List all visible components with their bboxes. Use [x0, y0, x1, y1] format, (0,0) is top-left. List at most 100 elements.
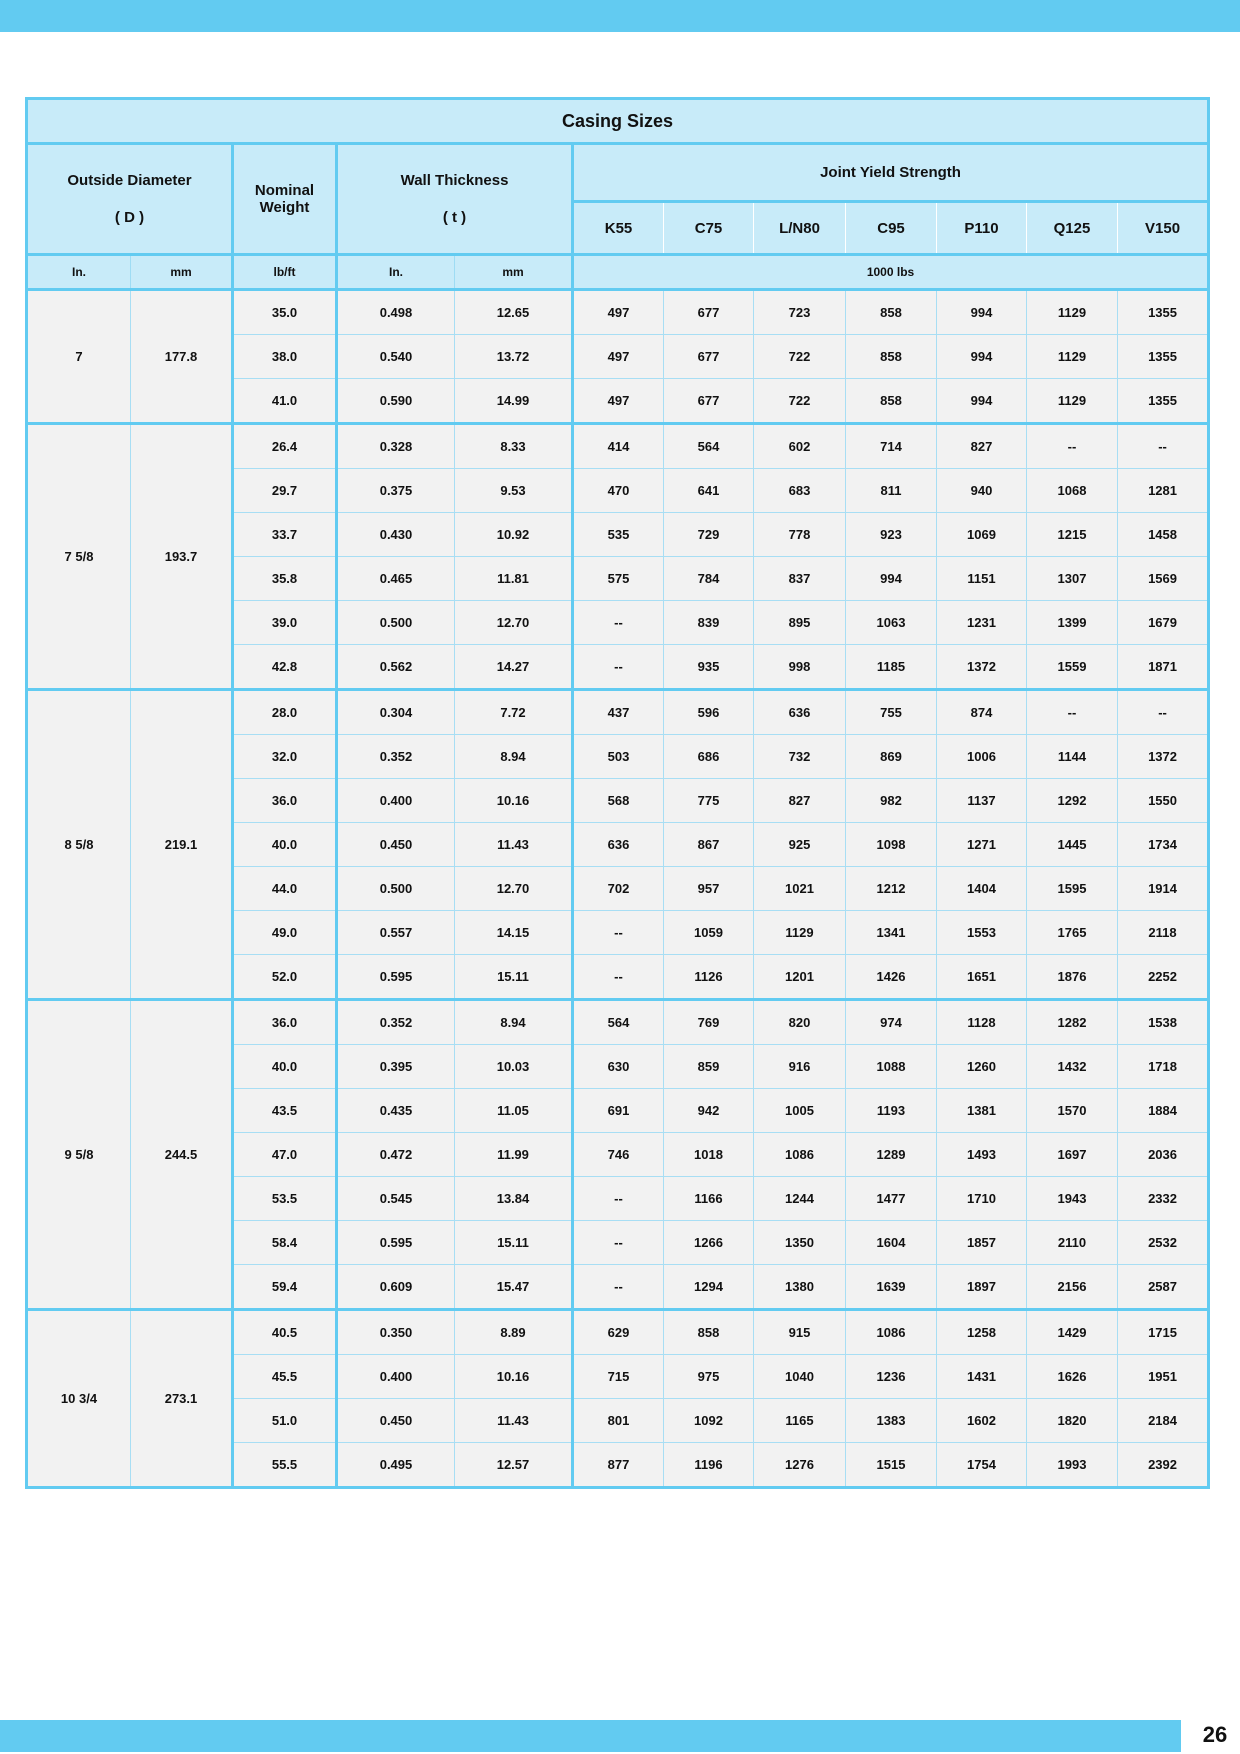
- c75-cell: 596: [663, 688, 754, 735]
- wall-thickness-in-cell: 0.328: [335, 422, 455, 469]
- wall-thickness-in-cell: 0.595: [335, 1220, 455, 1265]
- l-n80-cell: 778: [753, 512, 846, 557]
- table-row: 9 5/8 244.5 36.0 0.352 8.94 564 769 820 974 1128 1…: [26, 998, 1210, 1310]
- c75-cell: 686: [663, 734, 754, 779]
- q125-cell: 1445: [1026, 822, 1118, 867]
- v150-cell: 1951: [1116, 1354, 1210, 1399]
- wall-thickness-in-cell: 0.500: [335, 866, 455, 911]
- unit-wt-in: In.: [335, 253, 455, 291]
- v150-cell: 2184: [1116, 1398, 1210, 1443]
- v150-cell: 1355: [1116, 288, 1210, 335]
- grade-header: P110: [936, 200, 1027, 256]
- wall-thickness-label: Wall Thickness: [400, 172, 509, 189]
- grade-header: Q125: [1026, 200, 1118, 256]
- p110-cell: 1857: [936, 1220, 1027, 1265]
- p110-cell: 1069: [936, 512, 1027, 557]
- c75-cell: 867: [663, 822, 754, 867]
- nominal-weight-cell: 53.5: [231, 1176, 337, 1221]
- c75-cell: 641: [663, 468, 754, 513]
- k55-cell: 470: [571, 468, 664, 513]
- q125-cell: 1129: [1026, 334, 1118, 379]
- unit-strength: 1000 lbs: [570, 253, 1211, 291]
- table-row: 41.0 0.590 14.99 497 677 722 858 994 1129 1355: [27, 378, 1210, 424]
- l-n80-cell: 1021: [753, 866, 846, 911]
- grade-header: V150: [1116, 200, 1210, 256]
- c95-cell: 974: [845, 998, 937, 1045]
- wall-thickness-in-cell: 0.430: [335, 512, 455, 557]
- v150-cell: 1715: [1116, 1308, 1210, 1355]
- q125-cell: 1282: [1026, 998, 1118, 1045]
- c95-cell: 858: [845, 334, 937, 379]
- l-n80-cell: 1086: [753, 1132, 846, 1177]
- wall-thickness-in-cell: 0.400: [335, 1354, 455, 1399]
- wall-thickness-mm-cell: 12.57: [454, 1442, 573, 1488]
- grade-header: C75: [663, 200, 754, 256]
- wall-thickness-in-cell: 0.498: [335, 288, 455, 335]
- q125-cell: 1144: [1026, 734, 1118, 779]
- wall-thickness-mm-cell: 13.84: [454, 1176, 573, 1221]
- l-n80-cell: 998: [753, 644, 846, 690]
- q125-cell: 1626: [1026, 1354, 1118, 1399]
- wall-thickness-in-cell: 0.495: [335, 1442, 455, 1488]
- k55-cell: 568: [571, 778, 664, 823]
- p110-cell: 994: [936, 334, 1027, 379]
- c95-cell: 755: [845, 688, 937, 735]
- c75-cell: 784: [663, 556, 754, 601]
- grade-header: K55: [572, 200, 664, 256]
- p110-cell: 874: [936, 688, 1027, 735]
- table-row: 7 177.8 35.0 0.498 12.65 497 677 723 858 994 1129 1…: [26, 288, 1210, 424]
- l-n80-cell: 722: [753, 378, 846, 424]
- v150-cell: 1569: [1116, 556, 1210, 601]
- nominal-weight-cell: 35.8: [231, 556, 337, 601]
- p110-cell: 1602: [936, 1398, 1027, 1443]
- nominal-weight-cell: 47.0: [231, 1132, 337, 1177]
- wall-thickness-in-cell: 0.562: [335, 644, 455, 690]
- nominal-weight-cell: 26.4: [231, 422, 337, 469]
- wall-thickness-mm-cell: 10.16: [454, 778, 573, 823]
- q125-cell: --: [1026, 688, 1118, 735]
- p110-cell: 1710: [936, 1176, 1027, 1221]
- q125-cell: 1129: [1026, 378, 1118, 424]
- q125-cell: 1876: [1026, 954, 1118, 1000]
- wall-thickness-mm-cell: 10.03: [454, 1044, 573, 1089]
- outside-diameter-in: 7 5/8: [26, 422, 131, 690]
- nominal-weight-cell: 49.0: [231, 910, 337, 955]
- v150-cell: 1734: [1116, 822, 1210, 867]
- unit-wt-mm: mm: [454, 253, 574, 291]
- c95-cell: 1604: [845, 1220, 937, 1265]
- c95-cell: 1193: [845, 1088, 937, 1133]
- v150-cell: 1679: [1116, 600, 1210, 645]
- k55-cell: --: [571, 954, 664, 1000]
- c75-cell: 935: [663, 644, 754, 690]
- table-row: 43.5 0.435 11.05 691 942 1005 1193 1381 1570 1884: [27, 1088, 1210, 1133]
- nominal-weight-cell: 29.7: [231, 468, 337, 513]
- wall-thickness-mm-cell: 11.81: [454, 556, 573, 601]
- nominal-weight-cell: 51.0: [231, 1398, 337, 1443]
- q125-cell: 1697: [1026, 1132, 1118, 1177]
- l-n80-cell: 1129: [753, 910, 846, 955]
- l-n80-cell: 1276: [753, 1442, 846, 1488]
- wall-thickness-in-cell: 0.450: [335, 1398, 455, 1443]
- l-n80-cell: 722: [753, 334, 846, 379]
- q125-cell: 1429: [1026, 1308, 1118, 1355]
- wall-thickness-in-cell: 0.400: [335, 778, 455, 823]
- p110-cell: 1381: [936, 1088, 1027, 1133]
- c75-cell: 1126: [663, 954, 754, 1000]
- p110-cell: 827: [936, 422, 1027, 469]
- c95-cell: 1639: [845, 1264, 937, 1310]
- p110-cell: 1404: [936, 866, 1027, 911]
- p110-cell: 1431: [936, 1354, 1027, 1399]
- wall-thickness-in-cell: 0.557: [335, 910, 455, 955]
- v150-cell: --: [1116, 422, 1210, 469]
- v150-cell: 1355: [1116, 334, 1210, 379]
- outside-diameter-mm: 193.7: [130, 422, 233, 690]
- wall-thickness-mm-cell: 8.89: [454, 1308, 573, 1355]
- c75-cell: 858: [663, 1308, 754, 1355]
- outside-diameter-mm: 177.8: [130, 288, 233, 424]
- c95-cell: 858: [845, 288, 937, 335]
- c75-cell: 1196: [663, 1442, 754, 1488]
- v150-cell: 1538: [1116, 998, 1210, 1045]
- c95-cell: 1063: [845, 600, 937, 645]
- nominal-weight-cell: 28.0: [231, 688, 337, 735]
- p110-cell: 1271: [936, 822, 1027, 867]
